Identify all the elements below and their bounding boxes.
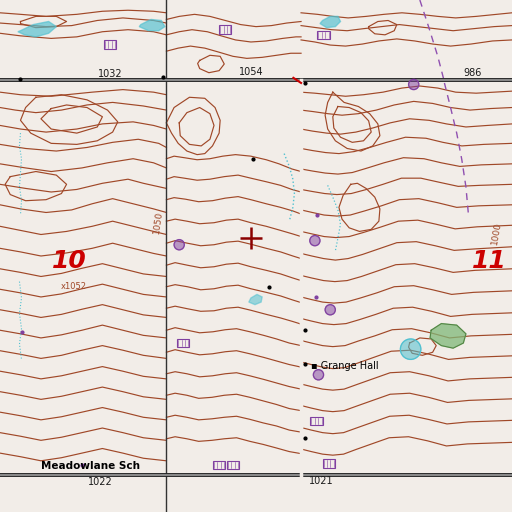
Circle shape — [325, 305, 335, 315]
Circle shape — [313, 370, 324, 380]
Text: 1032: 1032 — [98, 69, 122, 79]
Bar — [323, 459, 335, 467]
Text: 1050: 1050 — [152, 211, 164, 234]
Circle shape — [409, 79, 419, 90]
Polygon shape — [139, 19, 165, 31]
Polygon shape — [320, 16, 340, 28]
Bar — [104, 40, 116, 49]
Polygon shape — [249, 294, 262, 305]
Text: 1021: 1021 — [309, 476, 334, 486]
Text: 1000: 1000 — [490, 221, 503, 245]
Text: 986: 986 — [463, 68, 481, 78]
Circle shape — [400, 339, 421, 359]
Bar — [177, 339, 189, 347]
Text: 1054: 1054 — [239, 67, 263, 77]
Circle shape — [310, 236, 320, 246]
Text: x1052: x1052 — [60, 282, 87, 291]
Polygon shape — [18, 22, 56, 37]
Polygon shape — [430, 324, 466, 348]
Bar — [227, 461, 239, 469]
Bar — [310, 417, 323, 425]
Text: 1022: 1022 — [88, 477, 112, 487]
Text: 11: 11 — [472, 249, 506, 273]
Text: ▪ Grange Hall: ▪ Grange Hall — [311, 361, 379, 371]
Bar — [213, 461, 225, 469]
Bar — [317, 31, 330, 39]
Text: Meadowlane Sch: Meadowlane Sch — [41, 461, 140, 471]
Text: 10: 10 — [52, 249, 87, 273]
Bar — [219, 26, 231, 34]
Circle shape — [174, 240, 184, 250]
